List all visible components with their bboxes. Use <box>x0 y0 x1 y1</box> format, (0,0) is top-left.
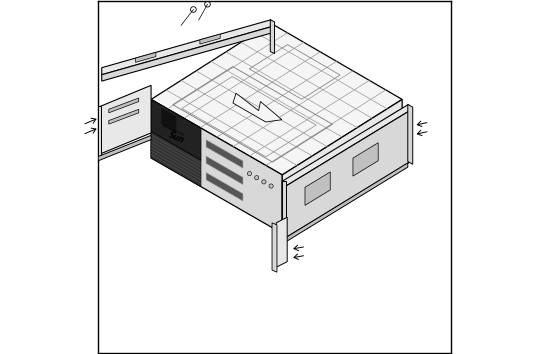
Polygon shape <box>282 112 408 240</box>
Polygon shape <box>282 163 408 244</box>
Polygon shape <box>100 85 151 154</box>
Polygon shape <box>102 27 271 81</box>
Polygon shape <box>233 93 282 122</box>
Polygon shape <box>102 20 271 75</box>
Polygon shape <box>98 107 100 156</box>
Polygon shape <box>353 149 371 170</box>
Polygon shape <box>109 109 139 124</box>
Polygon shape <box>151 99 201 160</box>
Polygon shape <box>136 52 156 62</box>
Text: Sun: Sun <box>167 131 185 145</box>
Polygon shape <box>353 143 378 176</box>
Polygon shape <box>276 217 287 267</box>
Polygon shape <box>270 20 274 53</box>
Polygon shape <box>282 104 408 188</box>
Polygon shape <box>206 173 243 201</box>
Polygon shape <box>151 99 282 233</box>
Polygon shape <box>200 34 220 44</box>
Polygon shape <box>408 104 413 164</box>
Polygon shape <box>327 166 345 187</box>
Polygon shape <box>282 181 287 240</box>
Polygon shape <box>206 140 243 168</box>
Text: Microsystems: Microsystems <box>161 124 186 137</box>
Polygon shape <box>98 135 151 161</box>
Polygon shape <box>206 156 243 184</box>
Polygon shape <box>151 132 201 187</box>
Polygon shape <box>109 98 139 113</box>
Circle shape <box>269 184 273 188</box>
Polygon shape <box>300 183 318 203</box>
Circle shape <box>262 180 266 184</box>
Polygon shape <box>151 23 402 175</box>
Polygon shape <box>161 108 176 132</box>
Polygon shape <box>305 172 330 205</box>
Polygon shape <box>324 141 360 172</box>
Circle shape <box>248 171 251 176</box>
Polygon shape <box>272 223 277 272</box>
Polygon shape <box>384 110 399 143</box>
Polygon shape <box>282 99 402 233</box>
Circle shape <box>255 176 259 180</box>
